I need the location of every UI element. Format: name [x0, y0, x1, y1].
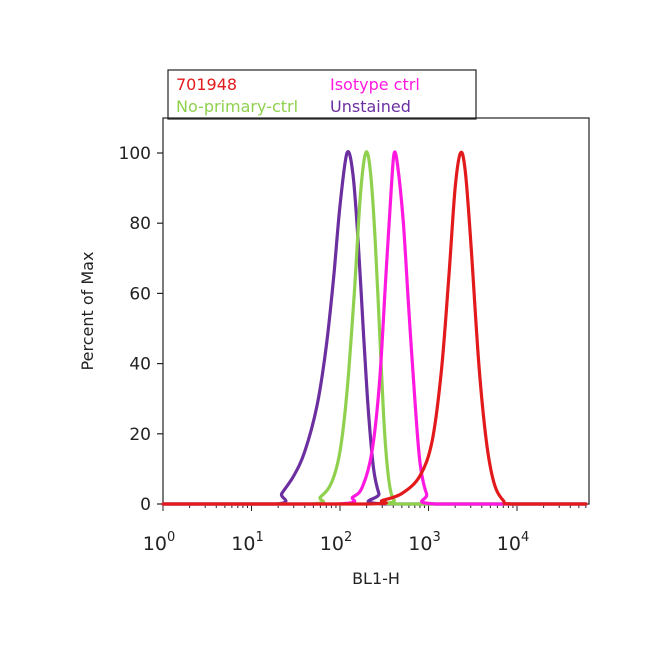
x-axis-label: BL1-H [352, 569, 400, 588]
legend-label-no-primary-ctrl: No-primary-ctrl [176, 97, 298, 116]
x-tick-label: 100 [143, 530, 175, 555]
legend-label-701948: 701948 [176, 75, 237, 94]
plot-frame [162, 117, 590, 505]
legend-label-isotype-ctrl: Isotype ctrl [330, 75, 420, 94]
y-axis: 0 20 40 60 80 100 [119, 144, 163, 515]
y-tick-label: 40 [129, 355, 151, 375]
y-axis-label: Percent of Max [78, 252, 97, 371]
x-tick-label: 104 [497, 530, 529, 555]
series-line-unstained [161, 150, 588, 506]
y-tick-label: 0 [140, 495, 151, 515]
y-tick-label: 100 [119, 144, 151, 164]
x-tick-label: 102 [320, 530, 352, 555]
series-layer [161, 150, 588, 506]
y-tick-label: 20 [129, 425, 151, 445]
legend-box [167, 69, 477, 120]
y-tick-label: 80 [129, 214, 151, 234]
x-tick-label: 103 [408, 530, 440, 555]
series-line-no-primary-ctrl [161, 150, 588, 506]
series-line-isotype-ctrl [161, 150, 588, 506]
y-tick-label: 60 [129, 284, 151, 304]
x-axis: 100 101 102 103 104 [143, 504, 587, 555]
x-tick-label: 101 [231, 530, 263, 555]
series-line-701948 [161, 150, 588, 506]
legend-label-unstained: Unstained [330, 97, 411, 116]
